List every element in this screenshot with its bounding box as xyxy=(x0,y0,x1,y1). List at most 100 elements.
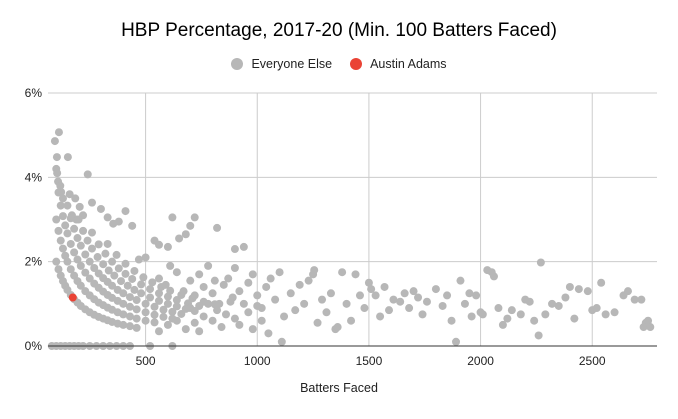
data-point-everyone-else[interactable] xyxy=(163,320,172,329)
data-point-everyone-else[interactable] xyxy=(561,293,570,302)
data-point-everyone-else[interactable] xyxy=(186,221,195,230)
data-point-everyone-else[interactable] xyxy=(498,320,507,329)
data-point-everyone-else[interactable] xyxy=(87,198,96,207)
data-point-everyone-else[interactable] xyxy=(76,241,85,250)
data-point-everyone-else[interactable] xyxy=(217,323,226,332)
data-point-everyone-else[interactable] xyxy=(443,291,452,300)
data-point-everyone-else[interactable] xyxy=(230,314,239,323)
data-point-everyone-else[interactable] xyxy=(405,304,414,313)
data-point-everyone-else[interactable] xyxy=(75,202,84,211)
data-point-everyone-else[interactable] xyxy=(208,289,217,298)
data-point-everyone-else[interactable] xyxy=(570,314,579,323)
data-point-everyone-else[interactable] xyxy=(248,325,257,334)
data-point-everyone-else[interactable] xyxy=(117,277,126,286)
data-point-everyone-else[interactable] xyxy=(465,289,474,298)
data-point-everyone-else[interactable] xyxy=(264,329,273,338)
data-point-everyone-else[interactable] xyxy=(295,280,304,289)
data-point-everyone-else[interactable] xyxy=(583,287,592,296)
data-point-everyone-else[interactable] xyxy=(447,316,456,325)
data-point-everyone-else[interactable] xyxy=(326,289,335,298)
data-point-everyone-else[interactable] xyxy=(489,272,498,281)
data-point-everyone-else[interactable] xyxy=(79,226,88,235)
data-point-everyone-else[interactable] xyxy=(146,285,155,294)
data-point-everyone-else[interactable] xyxy=(114,264,123,273)
data-point-everyone-else[interactable] xyxy=(181,325,190,334)
data-point-everyone-else[interactable] xyxy=(146,293,155,302)
data-point-everyone-else[interactable] xyxy=(286,289,295,298)
data-point-everyone-else[interactable] xyxy=(371,291,380,300)
data-point-everyone-else[interactable] xyxy=(253,291,262,300)
data-point-everyone-else[interactable] xyxy=(53,169,62,178)
data-point-everyone-else[interactable] xyxy=(389,295,398,304)
data-point-everyone-else[interactable] xyxy=(81,250,90,259)
data-point-everyone-else[interactable] xyxy=(644,316,653,325)
data-point-everyone-else[interactable] xyxy=(637,295,646,304)
data-point-everyone-else[interactable] xyxy=(360,304,369,313)
data-point-everyone-else[interactable] xyxy=(61,221,70,230)
data-point-everyone-else[interactable] xyxy=(128,221,137,230)
data-point-everyone-else[interactable] xyxy=(460,299,469,308)
data-point-everyone-else[interactable] xyxy=(159,305,168,314)
data-point-everyone-else[interactable] xyxy=(300,299,309,308)
data-point-everyone-else[interactable] xyxy=(235,320,244,329)
data-point-everyone-else[interactable] xyxy=(66,214,75,223)
data-point-everyone-else[interactable] xyxy=(646,323,655,332)
data-point-everyone-else[interactable] xyxy=(630,295,639,304)
data-point-everyone-else[interactable] xyxy=(71,194,80,203)
data-point-everyone-else[interactable] xyxy=(76,261,85,270)
data-point-everyone-else[interactable] xyxy=(422,297,431,306)
data-point-everyone-else[interactable] xyxy=(275,268,284,277)
data-point-everyone-else[interactable] xyxy=(534,331,543,340)
data-point-everyone-else[interactable] xyxy=(132,323,141,332)
data-point-everyone-else[interactable] xyxy=(190,291,199,300)
data-point-everyone-else[interactable] xyxy=(438,301,447,310)
data-point-everyone-else[interactable] xyxy=(73,234,82,243)
data-point-everyone-else[interactable] xyxy=(104,266,113,275)
data-point-everyone-else[interactable] xyxy=(52,215,61,224)
data-point-everyone-else[interactable] xyxy=(54,128,63,137)
data-point-everyone-else[interactable] xyxy=(50,137,59,146)
data-point-everyone-else[interactable] xyxy=(154,240,163,249)
data-point-everyone-else[interactable] xyxy=(179,287,188,296)
data-point-everyone-else[interactable] xyxy=(66,239,75,248)
data-point-everyone-else[interactable] xyxy=(108,257,117,266)
data-point-everyone-else[interactable] xyxy=(108,281,117,290)
data-point-everyone-else[interactable] xyxy=(52,257,61,266)
data-point-everyone-else[interactable] xyxy=(494,304,503,313)
data-point-everyone-else[interactable] xyxy=(355,291,364,300)
data-point-everyone-else[interactable] xyxy=(125,312,134,321)
data-point-everyone-else[interactable] xyxy=(163,242,172,251)
data-point-everyone-else[interactable] xyxy=(199,282,208,291)
data-point-everyone-else[interactable] xyxy=(190,213,199,222)
data-point-everyone-else[interactable] xyxy=(610,308,619,317)
data-point-everyone-else[interactable] xyxy=(125,293,134,302)
data-point-everyone-else[interactable] xyxy=(56,236,65,245)
data-point-everyone-else[interactable] xyxy=(54,188,63,197)
data-point-everyone-else[interactable] xyxy=(376,312,385,321)
data-point-everyone-else[interactable] xyxy=(291,306,300,315)
data-point-everyone-else[interactable] xyxy=(313,318,322,327)
data-point-everyone-else[interactable] xyxy=(472,291,481,300)
data-point-everyone-else[interactable] xyxy=(166,261,175,270)
data-point-everyone-else[interactable] xyxy=(431,285,440,294)
data-point-everyone-else[interactable] xyxy=(94,240,103,249)
data-point-everyone-else[interactable] xyxy=(338,268,347,277)
data-point-everyone-else[interactable] xyxy=(103,239,112,248)
data-point-everyone-else[interactable] xyxy=(119,320,128,329)
data-point-everyone-else[interactable] xyxy=(525,297,534,306)
data-point-everyone-else[interactable] xyxy=(139,273,148,282)
data-point-everyone-else[interactable] xyxy=(154,296,163,305)
data-point-everyone-else[interactable] xyxy=(110,271,119,280)
data-point-everyone-else[interactable] xyxy=(137,289,146,298)
data-point-everyone-else[interactable] xyxy=(63,201,72,210)
data-point-everyone-else[interactable] xyxy=(204,261,213,270)
data-point-everyone-else[interactable] xyxy=(132,314,141,323)
data-point-everyone-else[interactable] xyxy=(58,194,67,203)
data-point-everyone-else[interactable] xyxy=(52,153,61,162)
data-point-everyone-else[interactable] xyxy=(166,286,175,295)
data-point-everyone-else[interactable] xyxy=(70,224,79,233)
data-point-everyone-else[interactable] xyxy=(199,312,208,321)
data-point-everyone-else[interactable] xyxy=(168,307,177,316)
data-point-everyone-else[interactable] xyxy=(507,306,516,315)
data-point-everyone-else[interactable] xyxy=(380,282,389,291)
